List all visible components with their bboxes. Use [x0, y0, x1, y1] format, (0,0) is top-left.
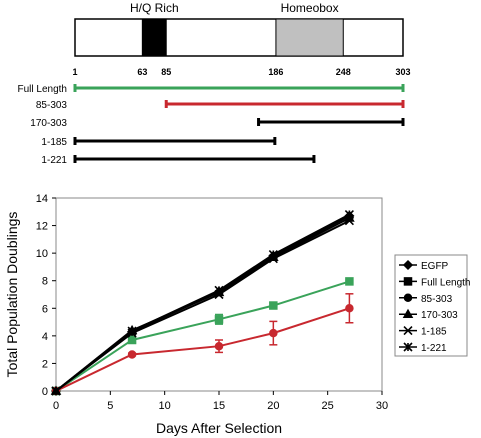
legend-marker — [403, 326, 413, 336]
legend-label: 85-303 — [421, 294, 453, 305]
position-tick-label: 303 — [395, 67, 410, 77]
x-tick-label: 10 — [159, 400, 171, 412]
legend-box — [394, 254, 468, 357]
legend-label: 1-221 — [421, 343, 447, 354]
data-point — [269, 301, 278, 310]
y-tick-label: 8 — [42, 276, 48, 288]
series-1-221 — [51, 209, 354, 396]
legend-marker — [403, 277, 413, 286]
domain-label: H/Q Rich — [130, 1, 179, 15]
x-tick-label: 15 — [213, 400, 225, 412]
y-tick-label: 2 — [42, 358, 48, 370]
x-tick-label: 5 — [107, 400, 113, 412]
construct-label: 1-221 — [41, 155, 67, 166]
y-tick-label: 14 — [36, 193, 48, 205]
construct-label: 85-303 — [36, 100, 68, 111]
legend-label: Full Length — [421, 277, 470, 288]
construct-list: Full Length 85-303 170-303 1-185 1-221 — [18, 84, 405, 166]
domain-block — [141, 18, 167, 57]
y-axis-title: Total Population Doublings — [4, 212, 20, 378]
legend-label: 1-185 — [421, 327, 447, 338]
x-tick-label: 30 — [376, 400, 388, 412]
position-tick-label: 1 — [72, 67, 77, 77]
x-axis-title: Days After Selection — [156, 420, 282, 436]
legend-marker — [403, 293, 413, 303]
legend-label: EGFP — [421, 261, 449, 272]
y-tick-label: 6 — [42, 303, 48, 315]
x-tick-label: 0 — [53, 400, 59, 412]
x-tick-label: 25 — [322, 400, 334, 412]
position-tick-label: 186 — [268, 67, 283, 77]
domain-diagram: H/Q Rich Homeobox 1 63 85 186 248 303 — [72, 1, 410, 77]
legend-marker — [402, 259, 414, 271]
data-point — [214, 315, 224, 324]
construct-label: 170-303 — [30, 118, 67, 129]
y-tick-label: 4 — [42, 331, 48, 343]
construct-label: 1-185 — [41, 137, 67, 148]
legend-label: 170-303 — [421, 310, 458, 321]
data-point — [127, 350, 137, 359]
legend-marker — [402, 308, 414, 318]
y-tick-label: 12 — [36, 221, 48, 233]
position-tick-label: 85 — [161, 67, 171, 77]
data-point — [344, 209, 354, 220]
data-point — [127, 326, 137, 336]
data-point — [269, 328, 278, 338]
data-point — [268, 249, 278, 260]
data-point — [51, 386, 61, 396]
legend: EGFP Full Length 85-303 170-303 1-185 1-221 — [394, 254, 470, 357]
position-tick-label: 63 — [137, 67, 147, 77]
data-point — [345, 304, 354, 313]
position-tick-label: 248 — [336, 67, 351, 77]
growth-chart: 0 2 4 6 8 10 12 14 0 5 10 15 20 25 30 Days After Select… — [4, 193, 388, 436]
x-tick-label: 20 — [267, 400, 279, 412]
data-point — [214, 285, 224, 295]
domain-label: Homeobox — [281, 1, 339, 15]
protein-bar — [74, 18, 404, 57]
data-point — [127, 335, 137, 345]
construct-label: Full Length — [18, 84, 67, 95]
y-tick-label: 10 — [36, 248, 48, 260]
y-tick-label: 0 — [42, 386, 48, 398]
data-point — [214, 341, 224, 351]
legend-marker — [403, 342, 413, 352]
domain-block — [275, 18, 344, 57]
data-point — [345, 277, 354, 286]
